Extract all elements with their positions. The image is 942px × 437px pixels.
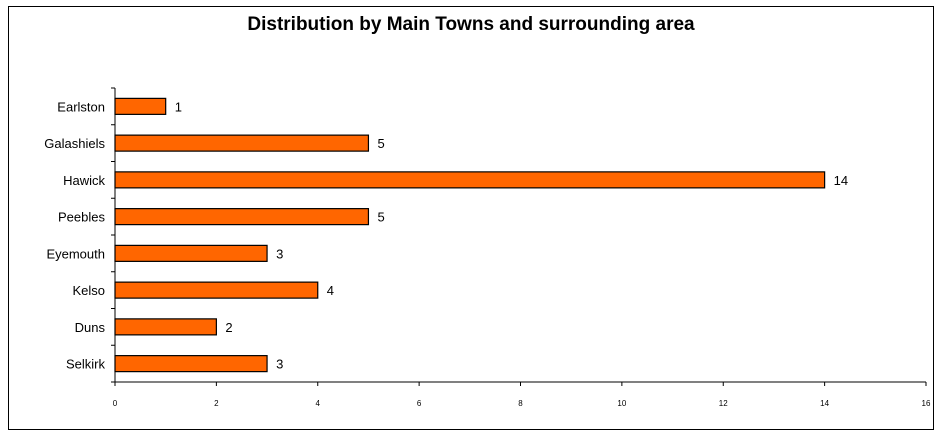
bar-peebles xyxy=(114,208,370,226)
bar-kelso xyxy=(114,281,319,299)
data-label: 3 xyxy=(276,357,283,372)
x-tick-label: 10 xyxy=(617,399,626,408)
chart-bars xyxy=(114,97,826,373)
chart-labels: 0 2 4 6 8 10 12 14 16 Earlston 1 Galashiels 5 Hawick 1… xyxy=(44,99,931,408)
x-tick-label: 12 xyxy=(719,399,728,408)
category-label: Duns xyxy=(75,320,106,335)
x-tick-label: 2 xyxy=(214,399,219,408)
x-tick-label: 0 xyxy=(113,399,118,408)
chart-axes xyxy=(111,87,927,386)
data-label: 14 xyxy=(834,173,848,188)
chart-title: Distribution by Main Towns and surroundi… xyxy=(247,14,695,35)
data-label: 5 xyxy=(377,136,384,151)
bar-eyemouth xyxy=(114,244,268,262)
bar-duns xyxy=(114,318,217,336)
data-label: 3 xyxy=(276,246,283,261)
category-label: Kelso xyxy=(72,283,105,298)
category-label: Peebles xyxy=(58,210,105,225)
x-tick-label: 14 xyxy=(820,399,829,408)
data-label: 1 xyxy=(175,99,182,114)
bar-earlston xyxy=(114,97,167,115)
data-label: 5 xyxy=(377,210,384,225)
category-label: Galashiels xyxy=(44,136,105,151)
bar-selkirk xyxy=(114,355,268,373)
x-tick-label: 6 xyxy=(417,399,422,408)
data-label: 2 xyxy=(225,320,232,335)
category-label: Selkirk xyxy=(66,357,106,372)
x-tick-label: 4 xyxy=(316,399,321,408)
bar-galashiels xyxy=(114,134,370,152)
bar-hawick xyxy=(114,171,826,189)
data-label: 4 xyxy=(327,283,334,298)
category-label: Earlston xyxy=(57,99,105,114)
x-tick-label: 8 xyxy=(518,399,523,408)
x-tick-label: 16 xyxy=(922,399,931,408)
category-label: Hawick xyxy=(63,173,105,188)
category-label: Eyemouth xyxy=(46,246,105,261)
